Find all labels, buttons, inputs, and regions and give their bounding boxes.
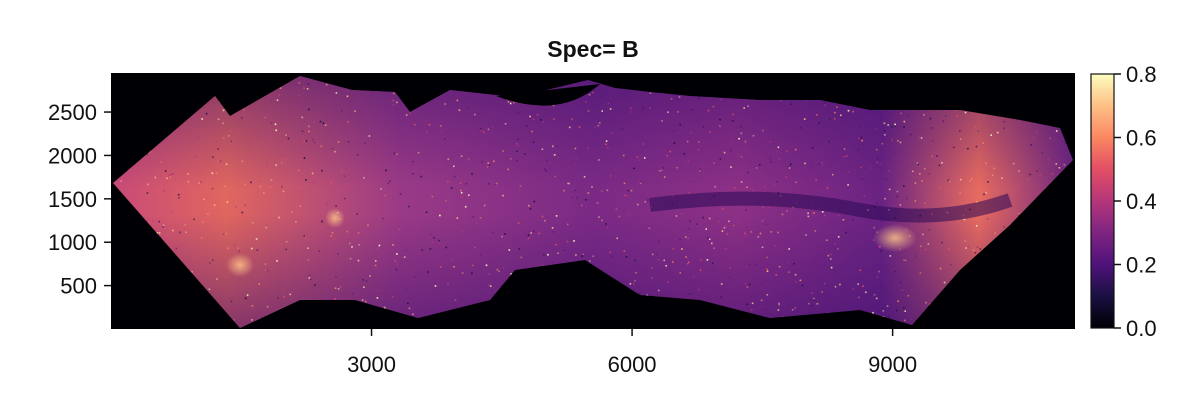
y-tick-label: 1000	[48, 230, 97, 255]
colorbar-tick-label: 0.2	[1126, 253, 1157, 278]
y-tick-label: 1500	[48, 187, 97, 212]
x-axis: 3000 6000 9000	[347, 329, 917, 377]
chart-title: Spec= B	[547, 36, 638, 62]
y-tick-label: 500	[60, 274, 97, 299]
x-tick-label: 3000	[347, 352, 396, 377]
x-tick-label: 9000	[868, 352, 917, 377]
colorbar-tick-label: 0.4	[1126, 189, 1157, 214]
x-tick-label: 6000	[608, 352, 657, 377]
colorbar-tick-label: 0.6	[1126, 126, 1157, 151]
colorbar	[1090, 73, 1115, 329]
sky-mosaic	[113, 76, 1073, 328]
colorbar-tick-label: 0.8	[1126, 62, 1157, 87]
colorbar-tick-label: 0.0	[1126, 316, 1157, 341]
y-tick-label: 2000	[48, 143, 97, 168]
colorbar-axis: 0.0 0.2 0.4 0.6 0.8	[1114, 62, 1157, 341]
y-axis: 500 1000 1500 2000 2500	[48, 100, 111, 299]
y-tick-label: 2500	[48, 100, 97, 125]
